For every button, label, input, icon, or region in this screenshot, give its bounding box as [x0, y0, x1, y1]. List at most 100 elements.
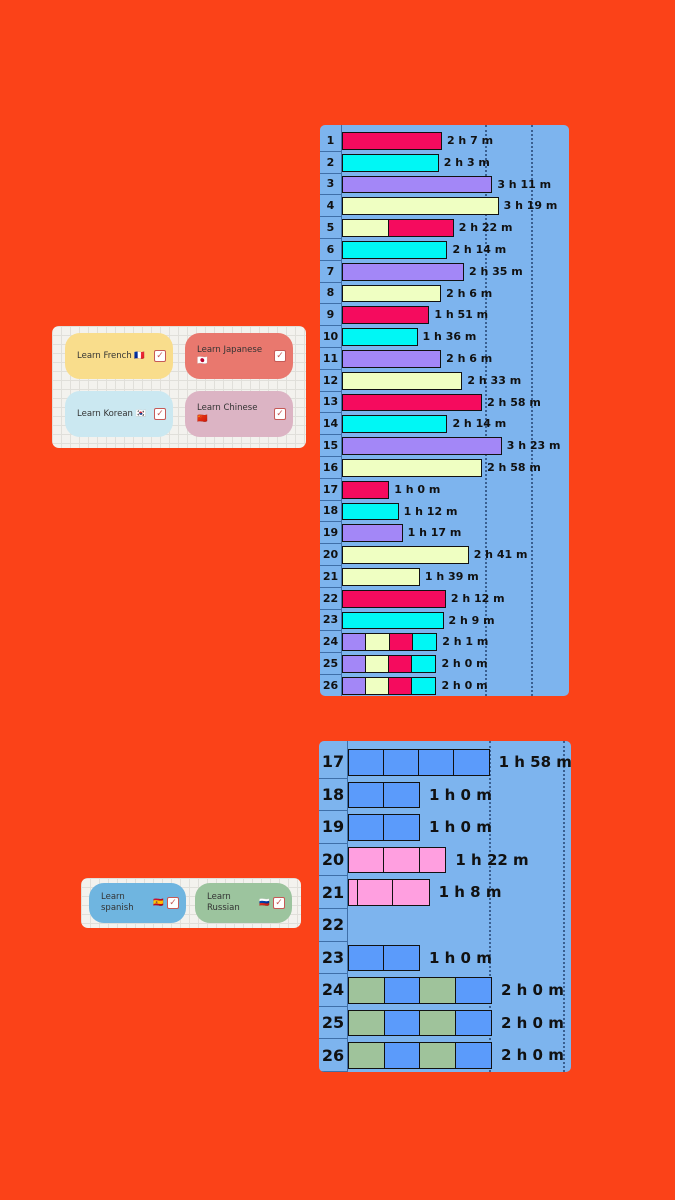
bar-segment: [389, 220, 453, 236]
checkbox-icon[interactable]: ✓: [274, 350, 286, 362]
time-bar: [342, 132, 442, 150]
day-number: 13: [320, 392, 341, 414]
bar-segment: [349, 815, 384, 840]
day-number: 26: [320, 675, 341, 696]
bar-segment: [384, 815, 419, 840]
time-bar: [348, 879, 430, 906]
time-bar: [342, 459, 483, 477]
bar-segment: [384, 1043, 420, 1068]
day-number: 18: [320, 501, 341, 523]
russia-flag-icon: 🇷🇺: [259, 897, 270, 908]
time-bar: [342, 393, 483, 412]
time-label: 2 h 58 m: [487, 461, 541, 474]
spain-flag-icon: 🇪🇸: [153, 897, 164, 908]
day-number: 15: [320, 435, 341, 457]
bar-segment: [420, 978, 456, 1003]
time-label: 3 h 23 m: [506, 439, 561, 453]
time-bar: [342, 153, 439, 172]
time-label: 1 h 8 m: [438, 883, 502, 902]
time-label: 2 h 9 m: [448, 613, 495, 627]
time-label: 1 h 17 m: [407, 526, 462, 540]
day-number: 14: [320, 413, 341, 436]
bar-segment: [383, 750, 419, 775]
habit-learn-chinese-label: Learn Chinese 🇨🇳: [197, 403, 258, 424]
bar-segment: [349, 1010, 385, 1036]
day-number: 19: [319, 811, 347, 844]
checkbox-icon[interactable]: ✓: [274, 408, 286, 420]
bar-segment: [349, 880, 359, 905]
day-number: 24: [320, 631, 341, 654]
bar-segment: [420, 1010, 456, 1036]
time-label: 1 h 0 m: [429, 818, 492, 837]
bar-segment: [389, 678, 413, 694]
bar-segment: [349, 750, 384, 775]
study-time-chart-bottom: 17 1 h 58 m 18 1 h 0 m 19 1 h 0 m 20 1 h 22 m 21…: [319, 741, 571, 1072]
habit-card-bottom: Learn spanish 🇪🇸 ✓ Learn Russian 🇷🇺 ✓: [81, 878, 301, 928]
habit-learn-spanish[interactable]: Learn spanish 🇪🇸 ✓: [89, 883, 186, 923]
checkbox-icon[interactable]: ✓: [154, 350, 166, 362]
bar-segment: [455, 978, 491, 1003]
day-number: 10: [320, 326, 341, 348]
bar-segment: [393, 880, 429, 905]
time-label: 2 h 0 m: [441, 679, 488, 692]
time-label: 1 h 0 m: [429, 948, 492, 967]
time-label: 2 h 0 m: [441, 657, 488, 671]
time-bar: [348, 846, 447, 874]
bar-segment: [343, 634, 367, 651]
time-label: 2 h 33 m: [467, 373, 522, 387]
gridline: [531, 125, 533, 696]
bar-segment: [412, 678, 436, 694]
time-label: 2 h 7 m: [446, 134, 494, 147]
day-number: 25: [320, 653, 341, 675]
bar-segment: [384, 847, 420, 873]
time-bar: [342, 568, 420, 586]
bar-segment: [412, 634, 437, 651]
bar-segment: [343, 678, 367, 694]
checkbox-icon[interactable]: ✓: [273, 897, 285, 909]
day-number: 11: [320, 348, 341, 370]
day-number: 22: [320, 588, 341, 610]
day-number: 1: [320, 130, 341, 152]
bar-segment: [384, 782, 419, 808]
time-label: 2 h 1 m: [442, 635, 489, 649]
habit-learn-korean[interactable]: Learn Korean 🇰🇷 ✓: [65, 391, 173, 437]
day-number: 4: [320, 195, 341, 218]
day-number: 6: [320, 239, 341, 261]
checkbox-icon[interactable]: ✓: [167, 897, 179, 909]
time-bar: [342, 371, 463, 390]
gridline: [563, 741, 565, 1072]
bar-segment: [358, 880, 394, 905]
time-label: 2 h 14 m: [452, 243, 507, 256]
day-number: 2: [320, 152, 341, 174]
time-bar: [348, 1009, 492, 1037]
habit-learn-chinese[interactable]: Learn Chinese 🇨🇳 ✓: [185, 391, 293, 437]
bar-segment: [384, 1010, 420, 1036]
day-number: 20: [319, 844, 347, 877]
habit-learn-spanish-label: Learn spanish: [101, 892, 134, 913]
checkbox-icon[interactable]: ✓: [154, 408, 166, 420]
habit-learn-french-label: Learn French: [77, 350, 132, 361]
bar-segment: [343, 656, 367, 672]
bar-segment: [343, 220, 390, 236]
time-bar: [342, 502, 399, 521]
time-label: 1 h 0 m: [429, 785, 492, 804]
time-label: 1 h 36 m: [422, 330, 477, 344]
bar-segment: [349, 945, 384, 971]
japan-flag-icon: 🇯🇵: [197, 356, 208, 366]
time-bar: [342, 241, 448, 259]
time-bar: [342, 677, 437, 695]
time-label: 2 h 22 m: [458, 221, 513, 235]
day-number: 19: [320, 522, 341, 545]
habit-learn-russian-label: Learn Russian: [207, 892, 240, 913]
time-label: 1 h 51 m: [434, 308, 489, 322]
time-bar: [348, 977, 492, 1004]
habit-learn-french[interactable]: Learn French 🇫🇷 ✓: [65, 333, 173, 379]
time-bar: [342, 306, 430, 325]
time-bar: [342, 655, 437, 673]
habit-learn-russian[interactable]: Learn Russian 🇷🇺 ✓: [195, 883, 292, 923]
day-number: 9: [320, 304, 341, 327]
habit-learn-japanese[interactable]: Learn Japanese 🇯🇵 ✓: [185, 333, 293, 379]
day-number: 23: [319, 942, 347, 975]
time-bar: [342, 611, 444, 630]
row-number-column: [320, 125, 342, 696]
